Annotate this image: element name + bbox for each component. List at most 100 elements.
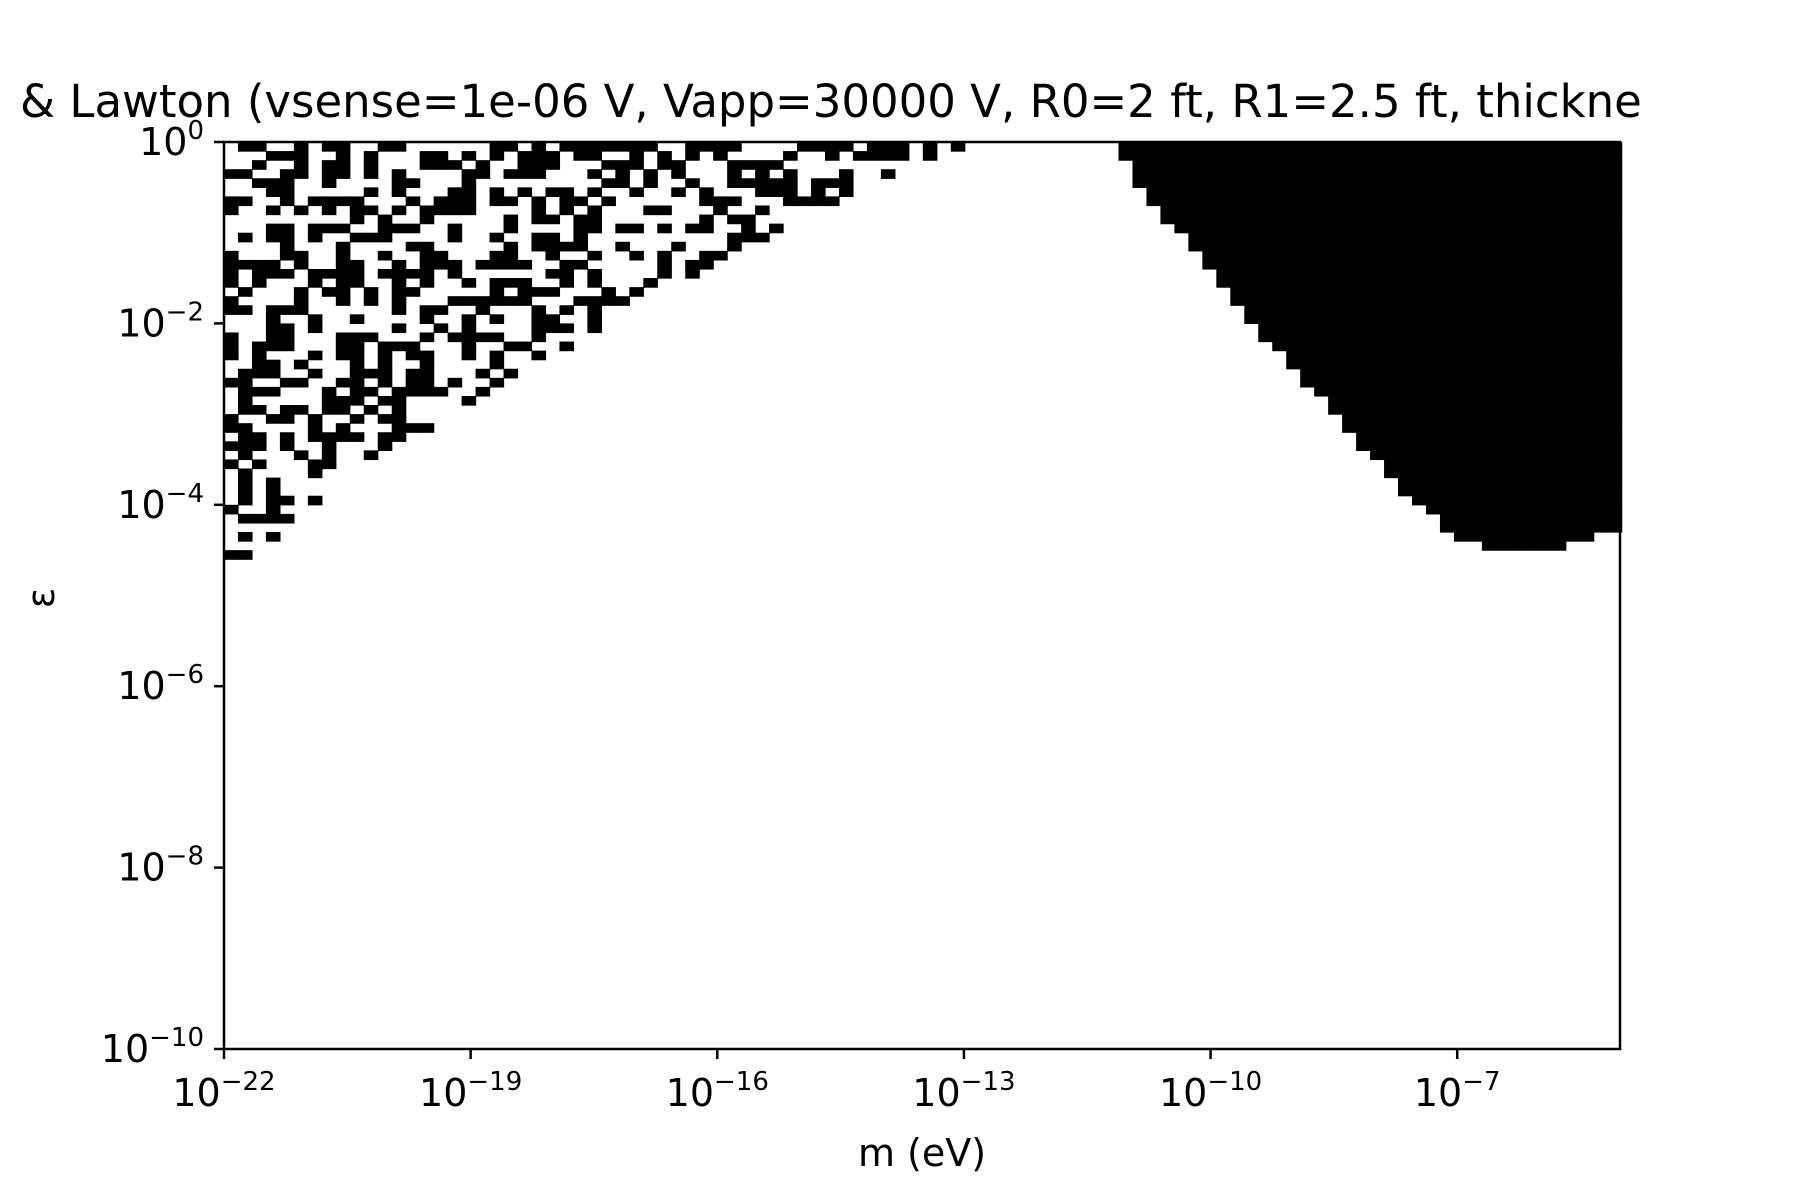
heatmap-cell [699, 196, 714, 207]
heatmap-cell [1398, 468, 1413, 479]
heatmap-cell [489, 250, 505, 261]
heatmap-cell [461, 196, 477, 207]
heatmap-cell [559, 268, 575, 279]
heatmap-cell [1467, 486, 1483, 497]
heatmap-cell [1286, 359, 1301, 370]
heatmap-cell [1481, 196, 1497, 207]
heatmap-cell [419, 160, 435, 170]
heatmap-cell [1398, 323, 1413, 334]
heatmap-cell [587, 151, 602, 161]
heatmap-cell [1411, 196, 1427, 207]
heatmap-cell [1328, 232, 1343, 243]
heatmap-cell [1579, 468, 1595, 479]
heatmap-cell [1411, 441, 1427, 451]
heatmap-cell [377, 142, 393, 152]
heatmap-cell [1439, 187, 1455, 198]
heatmap-cell [1411, 468, 1427, 479]
heatmap-cell [391, 287, 407, 297]
heatmap-cell [1342, 296, 1357, 306]
heatmap-cell [1411, 395, 1427, 406]
heatmap-cell [1356, 160, 1371, 170]
heatmap-cell [629, 250, 644, 261]
heatmap-cell [1286, 332, 1301, 343]
heatmap-cell [713, 205, 728, 216]
heatmap-cell [1370, 287, 1385, 297]
heatmap-cell [1607, 332, 1623, 343]
heatmap-cell [1551, 405, 1567, 415]
heatmap-cell [433, 305, 449, 315]
heatmap-cell [391, 405, 407, 415]
heatmap-cell [1146, 169, 1162, 179]
heatmap-cell [447, 160, 463, 170]
chart-title: & Lawton (vsense=1e-06 V, Vapp=30000 V, … [20, 75, 1642, 128]
heatmap-cell [601, 178, 616, 188]
heatmap-cell [405, 377, 421, 388]
heatmap-cell [433, 386, 449, 397]
heatmap-cell [1467, 169, 1483, 179]
heatmap-cell [1453, 196, 1469, 207]
heatmap-cell [1593, 305, 1609, 315]
heatmap-cell [517, 296, 533, 306]
heatmap-cell [1258, 323, 1273, 334]
heatmap-cell [307, 423, 323, 433]
heatmap-cell [1509, 386, 1525, 397]
heatmap-cell [1425, 377, 1441, 388]
heatmap-cell [1481, 296, 1497, 306]
heatmap-cell [1453, 187, 1469, 198]
heatmap-cell [1314, 305, 1329, 315]
heatmap-cell [1537, 178, 1553, 188]
heatmap-cell [1411, 250, 1427, 261]
heatmap-cell [265, 259, 281, 270]
heatmap-cell [531, 241, 547, 252]
heatmap-cell [1551, 377, 1567, 388]
heatmap-cell [755, 232, 770, 243]
heatmap-cell [1537, 459, 1553, 470]
heatmap-cell [1537, 341, 1553, 352]
heatmap-cell [391, 323, 407, 334]
heatmap-cell [587, 323, 602, 334]
heatmap-cell [1607, 142, 1623, 152]
heatmap-cell [377, 341, 393, 352]
heatmap-cell [419, 386, 435, 397]
heatmap-cell [335, 350, 351, 361]
heatmap-cell [531, 232, 547, 243]
heatmap-cell [1509, 314, 1525, 324]
heatmap-cell [1370, 178, 1385, 188]
heatmap-cell [1216, 268, 1231, 279]
heatmap-cell [1384, 423, 1399, 433]
heatmap-cell [293, 151, 309, 161]
heatmap-cell [699, 214, 714, 225]
heatmap-cell [1216, 259, 1231, 270]
heatmap-cell [1216, 169, 1231, 179]
heatmap-cell [1314, 241, 1329, 252]
heatmap-cell [237, 287, 253, 297]
heatmap-cell [629, 187, 644, 198]
heatmap-cell [1509, 160, 1525, 170]
heatmap-cell [1439, 142, 1455, 152]
heatmap-cell [1453, 377, 1469, 388]
heatmap-cell [1216, 278, 1231, 288]
heatmap-cell [1230, 268, 1245, 279]
heatmap-cell [1607, 513, 1623, 524]
heatmap-cell [1398, 395, 1413, 406]
heatmap-cell [1551, 268, 1567, 279]
heatmap-cell [279, 332, 295, 343]
heatmap-cell [1370, 414, 1385, 424]
heatmap-cell [545, 268, 561, 279]
heatmap-cell [1384, 368, 1399, 379]
heatmap-cell [1593, 268, 1609, 279]
heatmap-cell [265, 495, 281, 506]
heatmap-cell [1411, 232, 1427, 243]
heatmap-cell [1481, 187, 1497, 198]
heatmap-cell [573, 142, 588, 152]
heatmap-cell [265, 323, 281, 334]
heatmap-cell [1398, 196, 1413, 207]
heatmap-cell [629, 287, 644, 297]
heatmap-cell [1453, 332, 1469, 343]
heatmap-cell [251, 386, 267, 397]
heatmap-cell [1202, 259, 1217, 270]
heatmap-cell [1495, 495, 1511, 506]
heatmap-cell [321, 142, 337, 152]
heatmap-cell [922, 142, 938, 152]
heatmap-cell [1328, 368, 1343, 379]
